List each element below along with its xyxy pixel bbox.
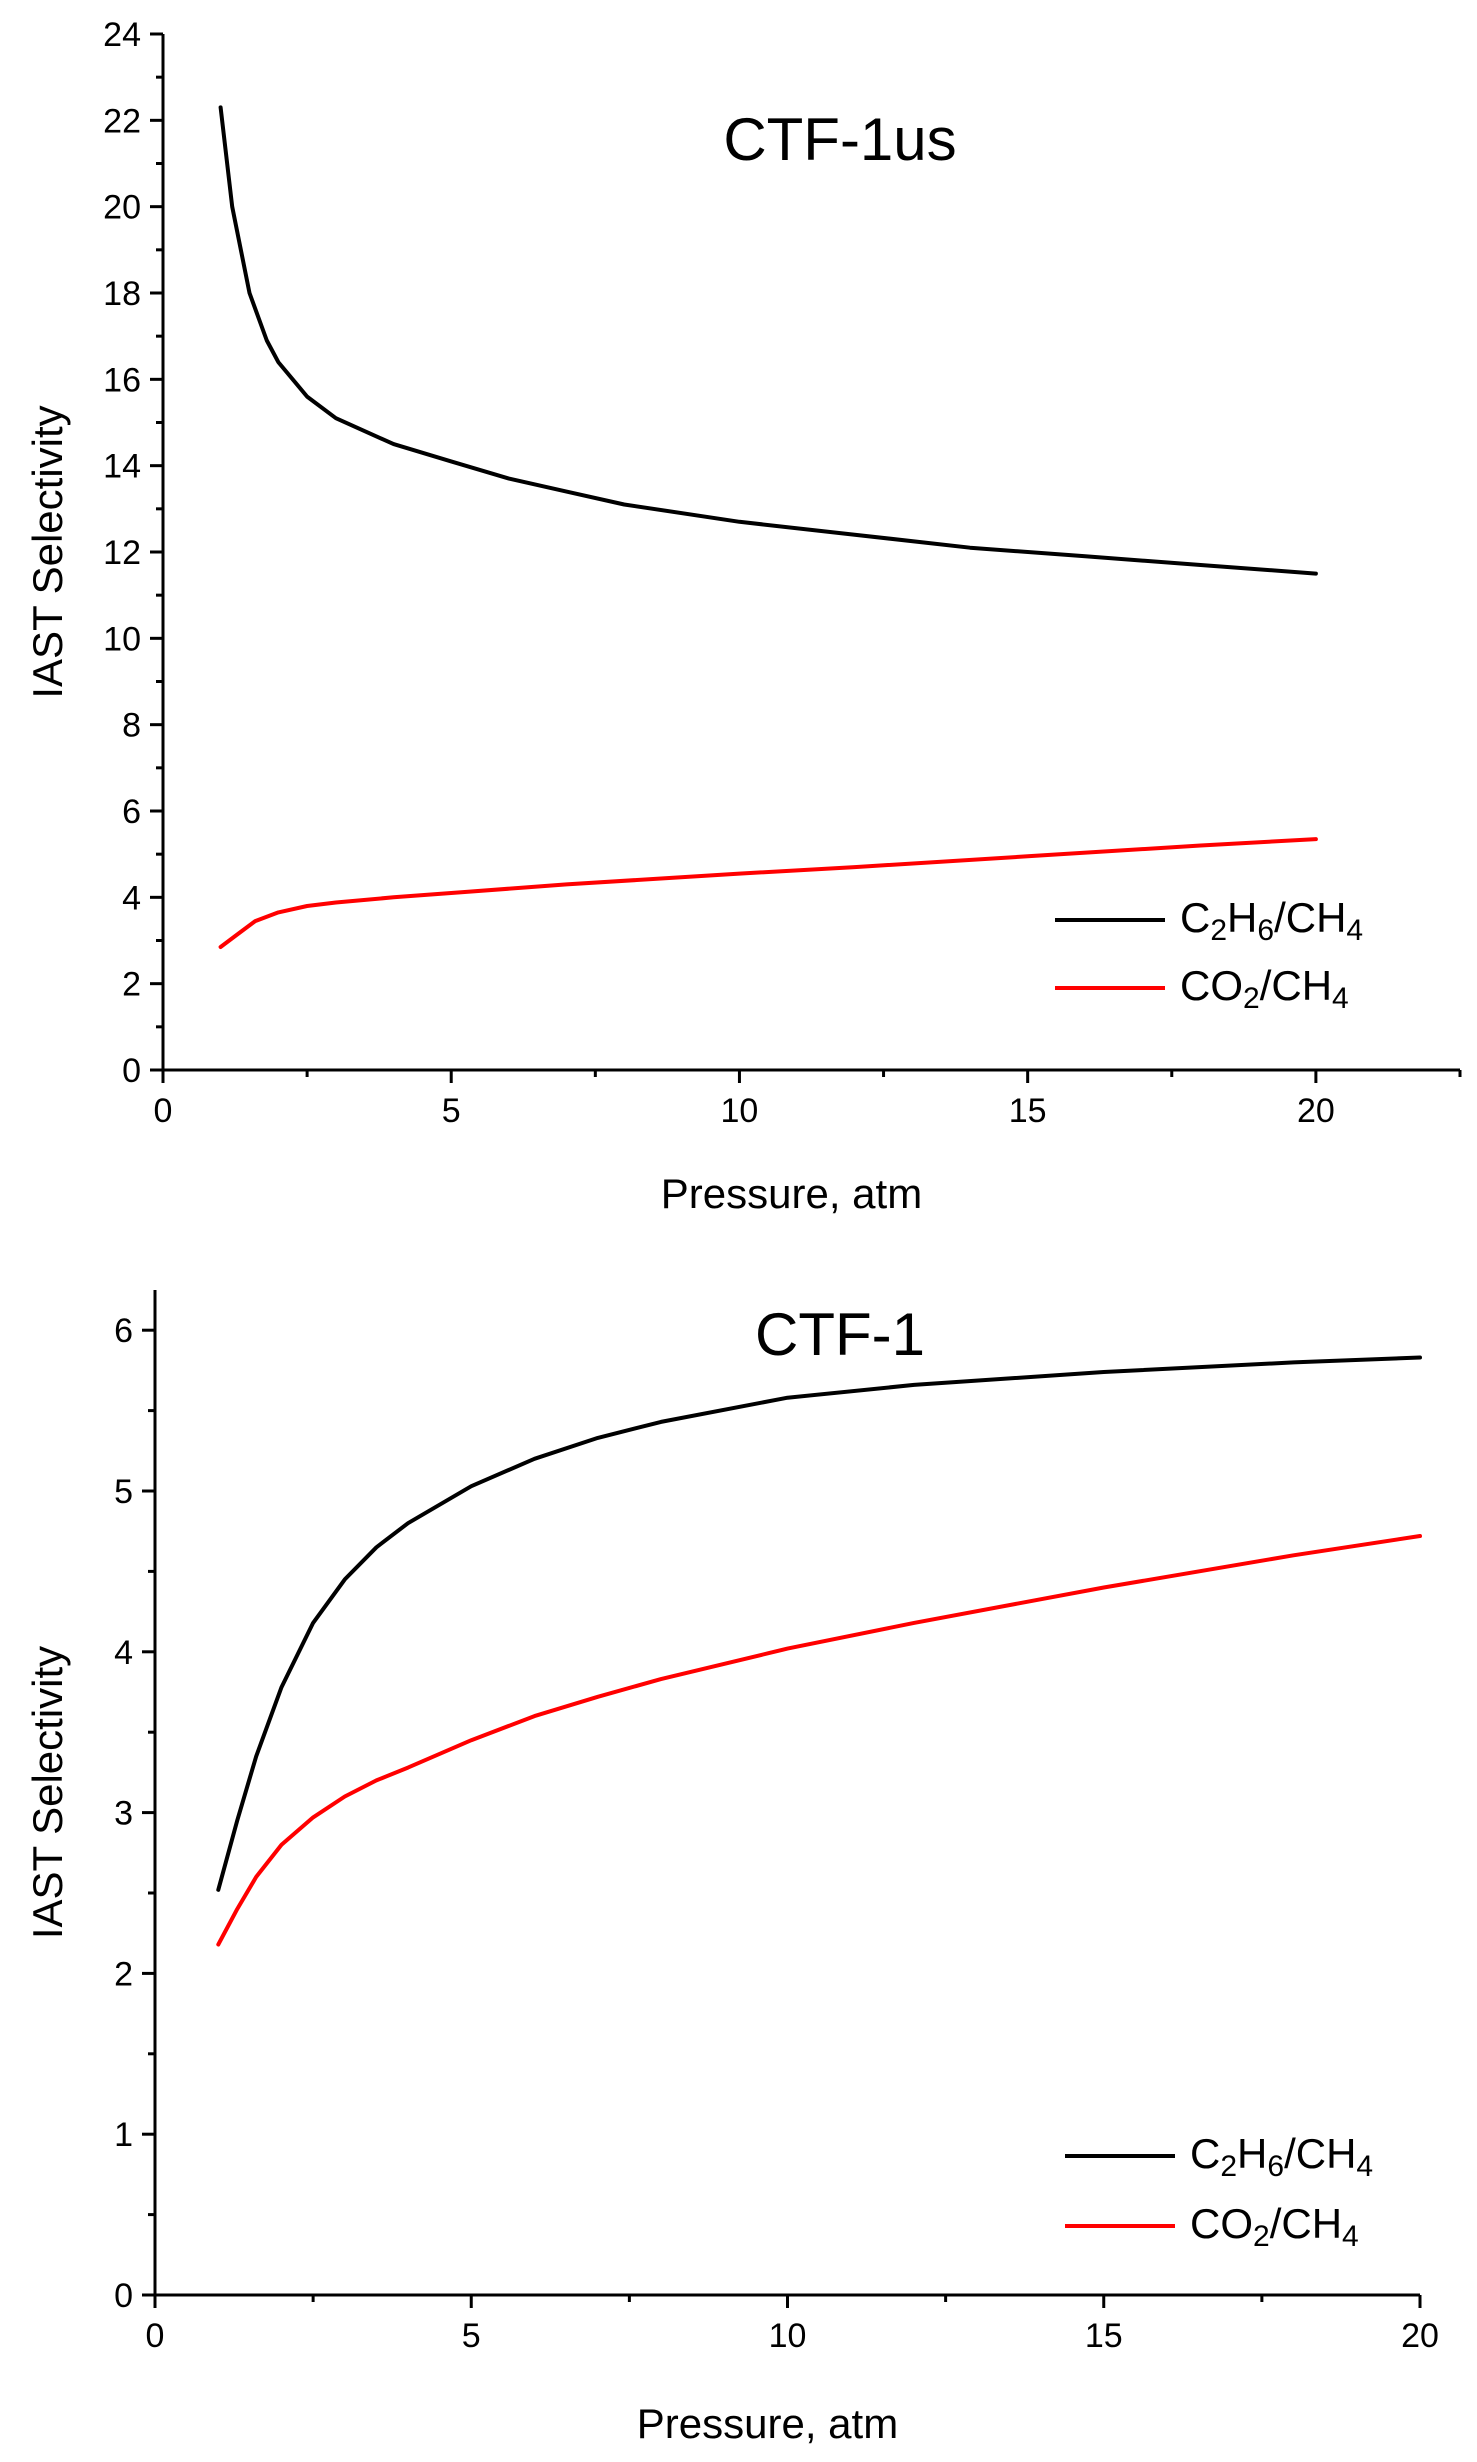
y-tick-label: 6 xyxy=(114,1312,133,1350)
y-tick-label: 6 xyxy=(122,793,141,831)
legend-text-part: /CH xyxy=(1260,962,1332,1009)
x-tick-label: 15 xyxy=(1085,2317,1123,2355)
legend-label-0: C2H6/CH4 xyxy=(1180,894,1363,947)
series-line-1 xyxy=(216,1534,1422,1947)
y-axis-title: IAST Selectivity xyxy=(24,1646,71,1939)
x-tick-label: 15 xyxy=(1009,1092,1047,1130)
legend-subscript: 2 xyxy=(1243,982,1260,1015)
legend-label-0: C2H6/CH4 xyxy=(1190,2130,1373,2183)
legend-subscript: 2 xyxy=(1253,2220,1270,2253)
legend-subscript: 6 xyxy=(1267,2150,1284,2183)
chart-title: CTF-1 xyxy=(755,1301,925,1368)
legend-subscript: 6 xyxy=(1257,914,1274,947)
legend-label-1: CO2/CH4 xyxy=(1190,2200,1359,2253)
y-tick-label: 8 xyxy=(122,707,141,745)
legend-text-part: CO xyxy=(1180,962,1243,1009)
y-tick-label: 5 xyxy=(114,1473,133,1511)
y-tick-label: 4 xyxy=(122,879,141,917)
x-tick-label: 0 xyxy=(146,2317,165,2355)
x-tick-label: 20 xyxy=(1401,2317,1439,2355)
y-tick-label: 16 xyxy=(103,361,141,399)
legend-text-part: H xyxy=(1227,894,1257,941)
y-tick-label: 2 xyxy=(114,1955,133,1993)
y-tick-label: 24 xyxy=(103,16,141,54)
y-axis-title: IAST Selectivity xyxy=(24,405,71,698)
y-tick-label: 22 xyxy=(103,102,141,140)
x-tick-label: 5 xyxy=(442,1092,461,1130)
x-tick-label: 20 xyxy=(1297,1092,1335,1130)
x-tick-label: 10 xyxy=(769,2317,807,2355)
y-tick-label: 1 xyxy=(114,2116,133,2154)
legend-subscript: 2 xyxy=(1220,2150,1237,2183)
legend-subscript: 2 xyxy=(1210,914,1227,947)
series-line-0 xyxy=(218,105,1318,576)
x-axis-title: Pressure, atm xyxy=(661,1170,922,1217)
chart-ctf-1: 0 5 10 15 20 0 1 2 3 4 5 6 Pressure, atm IAST Selecti… xyxy=(24,1290,1439,2447)
y-tick-label: 20 xyxy=(103,189,141,227)
legend-subscript: 4 xyxy=(1332,982,1349,1015)
x-tick-label: 5 xyxy=(462,2317,481,2355)
legend-label-1: CO2/CH4 xyxy=(1180,962,1349,1015)
chart-title: CTF-1us xyxy=(723,106,956,173)
y-tick-label: 4 xyxy=(114,1634,133,1672)
legend-text-part: /CH xyxy=(1274,894,1346,941)
legend-text-part: C xyxy=(1190,2130,1220,2177)
legend-subscript: 4 xyxy=(1346,914,1363,947)
y-tick-label: 12 xyxy=(103,534,141,572)
x-tick-label: 0 xyxy=(154,1092,173,1130)
x-axis-title: Pressure, atm xyxy=(637,2400,898,2447)
legend-text-part: H xyxy=(1237,2130,1267,2177)
y-tick-label: 10 xyxy=(103,620,141,658)
y-tick-label: 14 xyxy=(103,448,141,486)
legend-subscript: 4 xyxy=(1342,2220,1359,2253)
legend-text-part: /CH xyxy=(1284,2130,1356,2177)
legend-text-part: /CH xyxy=(1270,2200,1342,2247)
legend-text-part: CO xyxy=(1190,2200,1253,2247)
y-tick-label: 0 xyxy=(114,2277,133,2315)
series-line-0 xyxy=(216,1355,1422,1892)
y-tick-label: 2 xyxy=(122,966,141,1004)
series-line-1 xyxy=(218,837,1318,949)
legend-subscript: 4 xyxy=(1356,2150,1373,2183)
y-tick-label: 18 xyxy=(103,275,141,313)
x-tick-label: 10 xyxy=(721,1092,759,1130)
y-tick-label: 3 xyxy=(114,1795,133,1833)
legend-text-part: C xyxy=(1180,894,1210,941)
y-tick-label: 0 xyxy=(122,1052,141,1090)
